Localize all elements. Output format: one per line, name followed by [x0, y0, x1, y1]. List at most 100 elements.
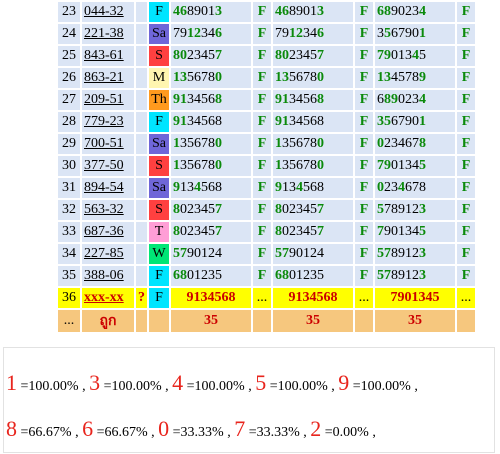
row-flag: F — [457, 46, 475, 66]
row-value: 9134568 — [273, 112, 353, 132]
row-value: 3567901 — [375, 24, 455, 44]
row-number: 27 — [58, 90, 80, 110]
stat-digit: 4 — [172, 370, 184, 395]
row-flag: F — [253, 68, 271, 88]
row-code-link[interactable]: 377-50 — [82, 156, 134, 176]
footer-count: 35 — [273, 310, 353, 332]
row-value: 4689013 — [171, 2, 251, 22]
table-row: 31 894-54 Sa 9134568 F 9134568 F 0234678 F — [58, 178, 475, 198]
row-number: 34 — [58, 244, 80, 264]
row-flag: F — [355, 266, 373, 286]
row-code-link[interactable]: 221-38 — [82, 24, 134, 44]
stat-digit: 5 — [255, 370, 267, 395]
row-flag: F — [457, 112, 475, 132]
row-value: 0234678 — [375, 134, 455, 154]
table-row: 26 863-21 M 1356780 F 1356780 F 1345789 F — [58, 68, 475, 88]
row-spacer — [136, 244, 147, 264]
footer-row: ... ถูก 35 35 35 — [58, 310, 475, 332]
row-flag: F — [355, 156, 373, 176]
row-code-link[interactable]: 209-51 — [82, 90, 134, 110]
row-code-link[interactable]: 563-32 — [82, 200, 134, 220]
table-row: 29 700-51 Sa 1356780 F 1356780 F 0234678 F — [58, 134, 475, 154]
row-value: 8023457 — [171, 200, 251, 220]
row-value: 1356780 — [273, 134, 353, 154]
row-code-link[interactable]: 863-21 — [82, 68, 134, 88]
footer-spacer — [149, 310, 169, 332]
row-dots: ... — [457, 288, 475, 308]
table-row: 30 377-50 S 1356780 F 1356780 F 7901345 F — [58, 156, 475, 176]
row-flag: F — [355, 200, 373, 220]
row-value: 7912346 — [171, 24, 251, 44]
row-code-link[interactable]: 388-06 — [82, 266, 134, 286]
row-spacer — [136, 134, 147, 154]
row-flag: F — [253, 46, 271, 66]
row-value: 1356780 — [171, 134, 251, 154]
row-code-link[interactable]: xxx-xx — [82, 288, 134, 308]
row-spacer — [136, 112, 147, 132]
row-value: 7901345 — [375, 46, 455, 66]
stat-digit: 9 — [338, 370, 350, 395]
day-badge: F — [149, 288, 169, 308]
row-value: 3567901 — [375, 112, 455, 132]
row-code-link[interactable]: 843-61 — [82, 46, 134, 66]
row-flag: F — [457, 134, 475, 154]
row-value: 9134568 — [171, 178, 251, 198]
day-badge: S — [149, 200, 169, 220]
row-flag: F — [457, 68, 475, 88]
row-number: 32 — [58, 200, 80, 220]
footer-spacer — [355, 310, 373, 332]
row-code-link[interactable]: 894-54 — [82, 178, 134, 198]
footer-count: 35 — [171, 310, 251, 332]
row-spacer — [136, 156, 147, 176]
day-badge: Sa — [149, 24, 169, 44]
row-flag: F — [457, 200, 475, 220]
stat-percent: =66.67% — [17, 425, 72, 440]
row-spacer — [136, 46, 147, 66]
footer-dots: ... — [58, 310, 80, 332]
row-number: 29 — [58, 134, 80, 154]
row-flag: F — [253, 90, 271, 110]
row-flag: F — [457, 2, 475, 22]
row-code-link[interactable]: 779-23 — [82, 112, 134, 132]
row-code-link[interactable]: 687-36 — [82, 222, 134, 242]
row-value: 9134568 — [273, 288, 353, 308]
footer-spacer — [457, 310, 475, 332]
day-badge: T — [149, 222, 169, 242]
row-flag: F — [457, 222, 475, 242]
row-flag: F — [253, 112, 271, 132]
row-code-link[interactable]: 044-32 — [82, 2, 134, 22]
table-row: 33 687-36 T 8023457 F 8023457 F 7901345 F — [58, 222, 475, 242]
row-flag: F — [355, 178, 373, 198]
row-flag: F — [355, 2, 373, 22]
row-number: 31 — [58, 178, 80, 198]
row-flag: F — [457, 266, 475, 286]
row-flag: F — [253, 134, 271, 154]
row-value: 7901345 — [375, 222, 455, 242]
row-flag: F — [355, 24, 373, 44]
row-value: 6801235 — [171, 266, 251, 286]
day-badge: Th — [149, 90, 169, 110]
day-badge: Sa — [149, 134, 169, 154]
row-value: 9134568 — [171, 288, 251, 308]
row-value: 1345789 — [375, 68, 455, 88]
row-value: 6890234 — [375, 2, 455, 22]
row-flag: F — [457, 156, 475, 176]
table-row: 35 388-06 F 6801235 F 6801235 F 5789123 F — [58, 266, 475, 286]
row-spacer — [136, 24, 147, 44]
row-code-link[interactable]: 700-51 — [82, 134, 134, 154]
highlight-row: 36 xxx-xx? F 9134568... 9134568... 7901345... — [58, 288, 475, 308]
row-flag: F — [457, 178, 475, 198]
stat-percent: =66.67% — [93, 425, 148, 440]
row-value: 1356780 — [171, 156, 251, 176]
row-spacer — [136, 90, 147, 110]
row-flag: F — [253, 156, 271, 176]
row-flag: F — [355, 134, 373, 154]
row-code-link[interactable]: 227-85 — [82, 244, 134, 264]
row-value: 5789123 — [375, 244, 455, 264]
row-value: 1356780 — [171, 68, 251, 88]
day-badge: Sa — [149, 178, 169, 198]
results-table: 23 044-32 F 4689013 F 4689013 F 6890234 F 24 221-3… — [56, 0, 477, 334]
row-dots: ... — [355, 288, 373, 308]
row-value: 1356780 — [273, 68, 353, 88]
row-value: 5789123 — [375, 200, 455, 220]
